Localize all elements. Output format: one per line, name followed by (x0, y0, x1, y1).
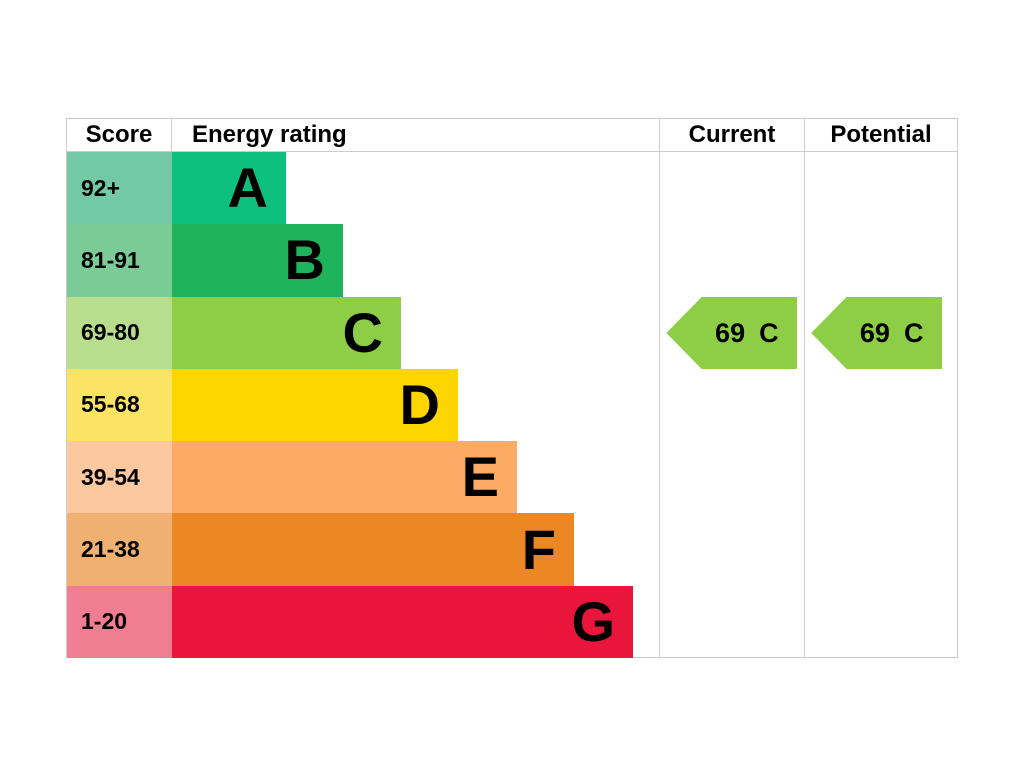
band-letter-b: B (284, 228, 325, 292)
band-row-c: 69-80 C (67, 296, 659, 369)
current-band-letter: C (759, 317, 779, 348)
band-bar-f: F (172, 513, 574, 586)
current-score-value: 69 (715, 317, 746, 348)
bands-column: 92+ A 81-91 B 69-80 C 55-68 (67, 152, 659, 658)
header-current: Current (660, 119, 805, 151)
score-cell-e: 39-54 (67, 441, 172, 514)
header-potential: Potential (830, 121, 932, 148)
potential-rating-arrow: 69 C (811, 297, 943, 369)
band-row-a: 92+ A (67, 152, 659, 225)
header-energy-rating: Energy rating (172, 119, 660, 151)
band-bar-b: B (172, 224, 343, 297)
band-letter-g: G (571, 589, 615, 653)
score-cell-a: 92+ (67, 152, 172, 225)
band-row-g: 1-20 G (67, 585, 659, 658)
potential-score-value: 69 (859, 317, 890, 348)
band-row-b: 81-91 B (67, 224, 659, 297)
header-score: Score (67, 119, 172, 151)
score-cell-g: 1-20 (67, 585, 172, 658)
potential-column: 69 C (804, 152, 957, 658)
table-body: 92+ A 81-91 B 69-80 C 55-68 (67, 152, 957, 658)
band-letter-f: F (521, 517, 556, 581)
score-cell-c: 69-80 (67, 296, 172, 369)
score-cell-d: 55-68 (67, 368, 172, 442)
band-letter-d: D (399, 372, 440, 436)
band-row-f: 21-38 F (67, 513, 659, 586)
band-bar-a: A (172, 152, 286, 225)
potential-band-letter: C (903, 317, 924, 348)
band-letter-a: A (227, 156, 268, 220)
current-rating-arrow: 69 C (666, 297, 798, 369)
table-header-row: Score Energy rating Current Potential (67, 119, 957, 152)
band-row-d: 55-68 D (67, 368, 659, 442)
band-row-e: 39-54 E (67, 441, 659, 514)
band-bar-e: E (172, 441, 517, 514)
band-letter-e: E (461, 445, 499, 509)
score-cell-f: 21-38 (67, 513, 172, 586)
score-cell-b: 81-91 (67, 224, 172, 297)
epc-rating-chart: Score Energy rating Current Potential 92… (66, 118, 958, 658)
band-bar-c: C (172, 296, 401, 369)
band-bar-g: G (172, 585, 633, 658)
band-bar-d: D (172, 368, 458, 442)
band-letter-c: C (342, 300, 383, 364)
current-column: 69 C (659, 152, 804, 658)
